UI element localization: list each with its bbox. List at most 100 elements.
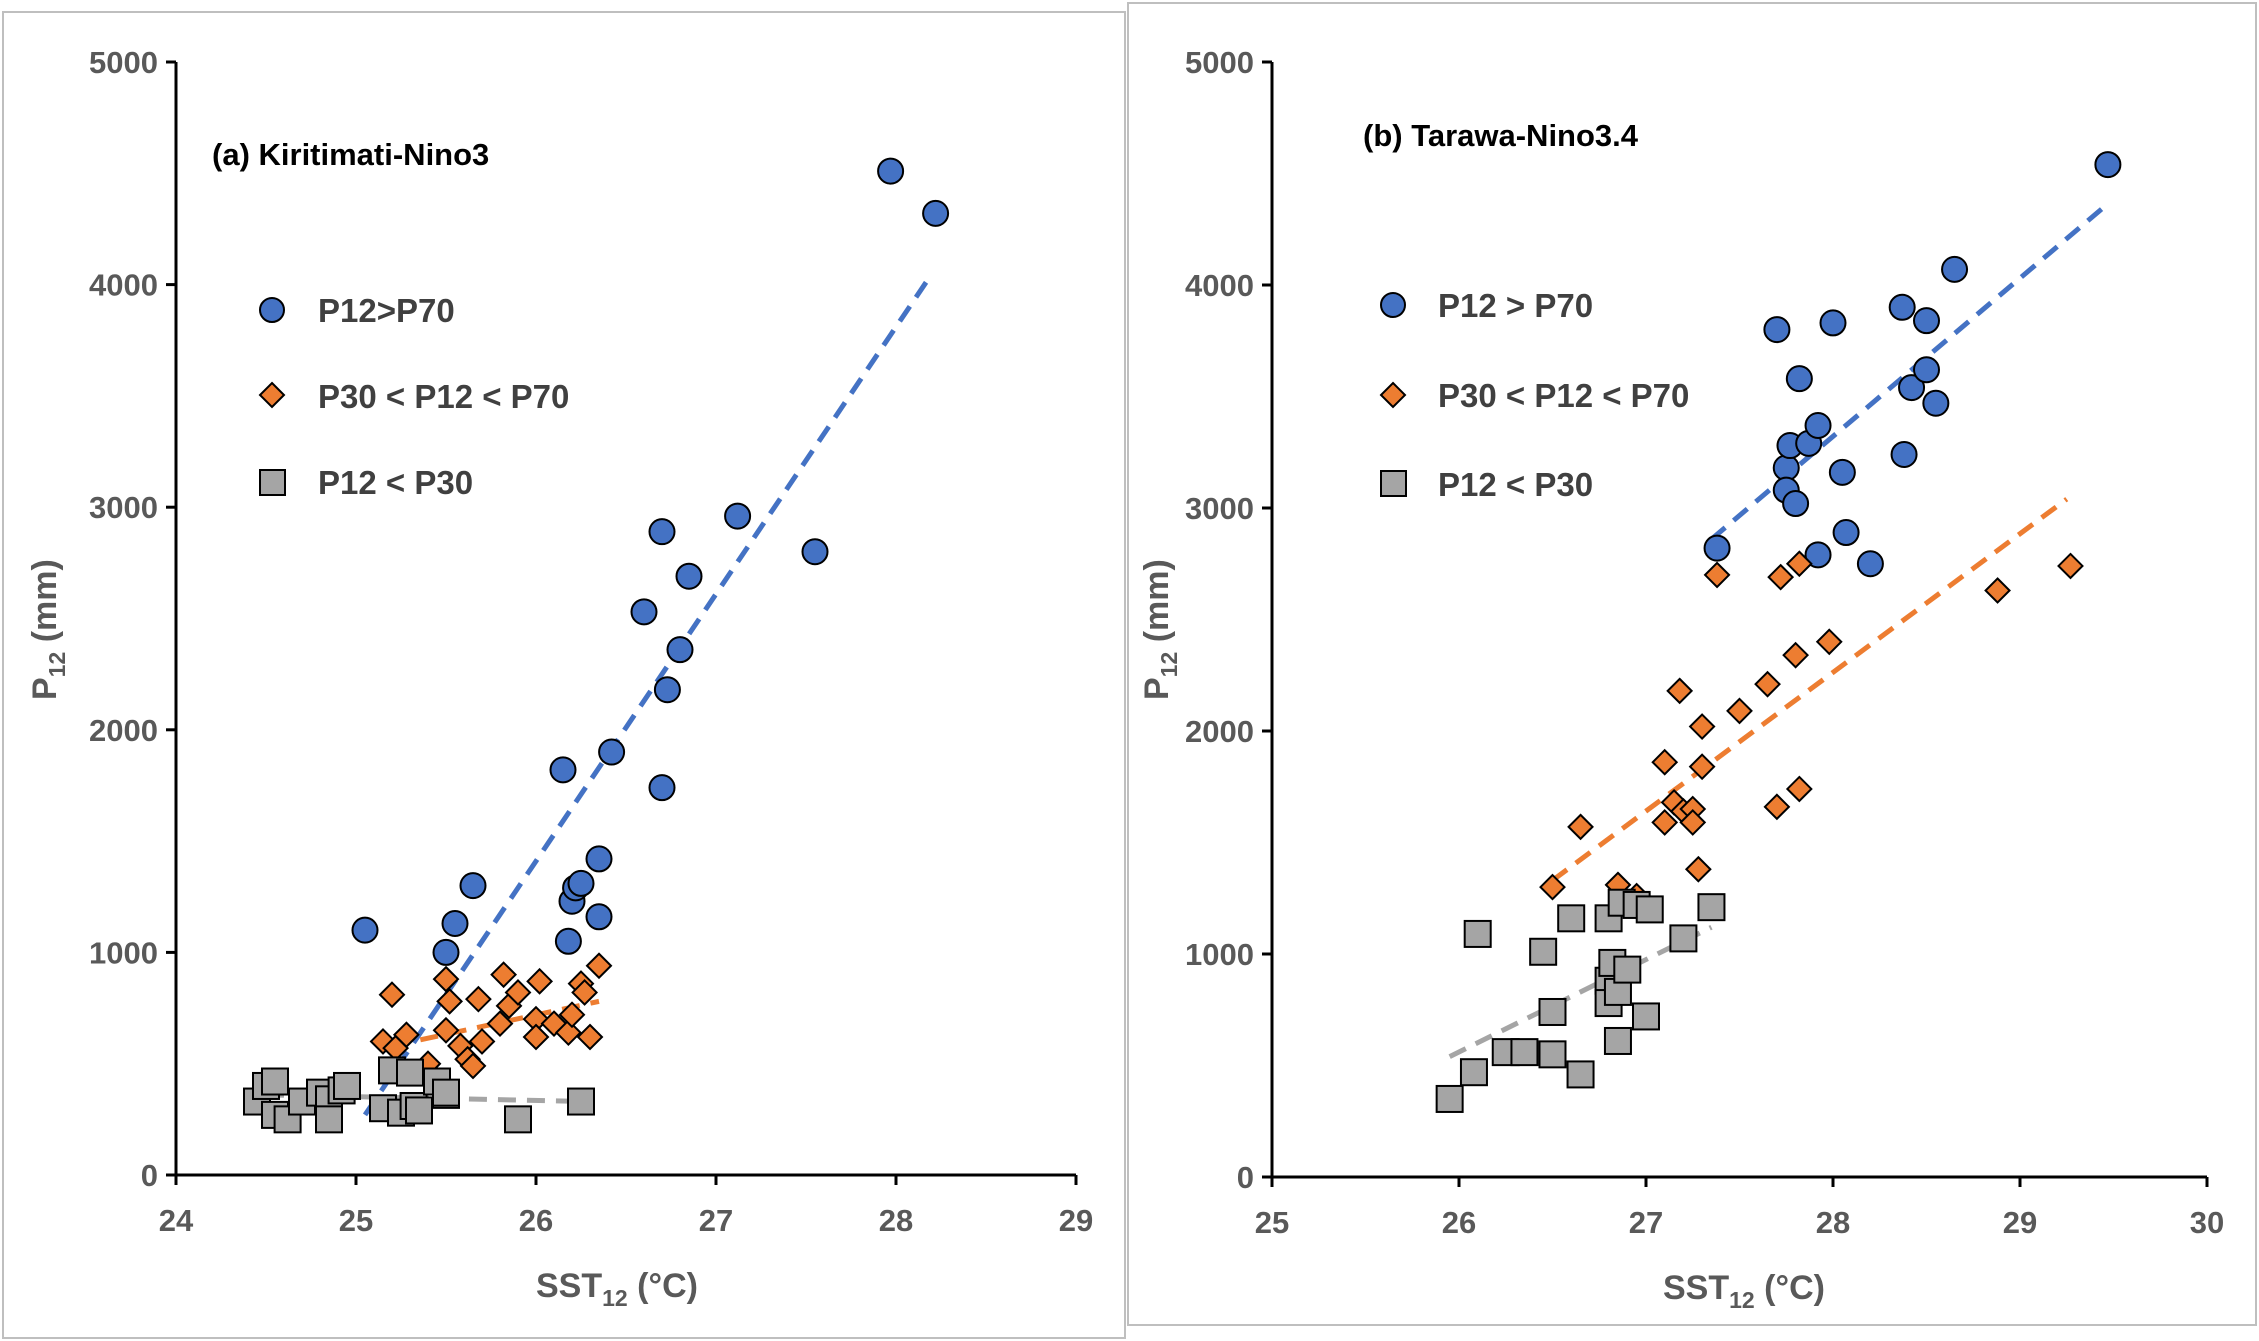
data-point-circle [648,774,676,802]
data-point-square [1463,919,1492,948]
data-point-circle [1819,309,1847,337]
panel-b-ticks: 0 1000 2000 3000 4000 5000 25 26 27 28 29 30 [1185,45,2224,1240]
trend-line [362,272,935,1117]
data-point-circle [554,927,582,955]
data-point-circle [1832,519,1860,547]
y-tick-label: 0 [141,1158,158,1193]
x-tick-label: 25 [1255,1205,1289,1240]
y-tick-label: 4000 [89,268,158,303]
data-point-diamond [558,1001,586,1029]
x-tick-label: 24 [159,1203,194,1238]
data-point-circle [1941,255,1969,283]
data-point-square [504,1105,532,1134]
panel-b-x-axis-title: SST12 (°C) [1663,1269,1825,1313]
panel-a-x-axis-title: SST12 (°C) [536,1267,698,1311]
y-tick-label: 3000 [1185,491,1254,526]
legend-b-square-marker [1380,470,1407,497]
data-point-diamond [1688,753,1716,781]
panel-b-y-axis-title: P12 (mm) [1138,559,1182,700]
y-tick-label: 5000 [1185,45,1254,80]
panel-b-frame [1127,2,2257,1326]
data-point-square [1529,937,1558,966]
y-tick-label: 1000 [89,935,158,970]
data-point-circle [922,199,950,227]
data-point-diamond [1567,813,1594,841]
data-point-diamond [1666,677,1694,705]
legend-a-diamond-marker [258,381,286,409]
data-point-square [1613,955,1642,984]
x-tick-label: 26 [519,1203,553,1238]
data-point-circle [1785,365,1813,393]
data-point-diamond [1726,697,1753,725]
data-point-circle [567,869,595,897]
data-point-diamond [522,1023,550,1051]
data-point-circle [585,903,613,931]
data-point-diamond [1763,793,1791,821]
data-point-square [1603,1026,1632,1055]
data-point-circle [441,909,469,937]
data-point-circle [1913,356,1940,384]
panel-a: (a) Kiritimati-Nino3 0 1000 2000 3000 4000 50… [2,11,1126,1339]
panel-b-points [1435,151,2122,1113]
legend-b-series-1: P12 > P70 [1438,287,1593,324]
data-point-diamond [504,979,532,1006]
x-tick-label: 30 [2190,1205,2224,1240]
legend-b-series-2: P30 < P12 < P70 [1438,377,1689,414]
data-point-square [567,1087,595,1116]
data-point-circle [1898,374,1926,402]
data-point-circle [1782,490,1810,518]
y-tick-label: 0 [1237,1160,1254,1195]
x-tick-label: 25 [339,1203,373,1238]
legend-a-square-marker [259,469,286,496]
data-point-circle [1913,307,1940,335]
data-point-circle [1890,440,1918,468]
x-tick-label: 27 [1629,1205,1663,1240]
legend-a-series-2: P30 < P12 < P70 [318,378,569,415]
data-point-circle [653,676,681,704]
data-point-diamond [585,952,613,980]
y-tick-label: 2000 [89,713,158,748]
data-point-square [1538,1040,1567,1069]
panel-a-points [243,157,950,1134]
data-point-circle [801,538,829,566]
data-point-square [396,1058,424,1087]
data-point-square [1510,1038,1539,1067]
x-tick-label: 29 [1059,1203,1093,1238]
data-point-diamond [459,1052,487,1080]
data-point-circle [1888,293,1916,321]
data-point-diamond [1754,670,1781,698]
trend-line [391,998,600,1049]
panel-a-legend: P12>P70 P30 < P12 < P70 P12 < P30 [258,292,569,501]
data-point-square [1459,1058,1488,1087]
data-point-square [315,1105,343,1134]
legend-b-series-3: P12 < P30 [1438,466,1593,503]
data-point-diamond [1785,775,1813,803]
panel-b-trend-lines [1448,205,2106,1059]
legend-a-series-3: P12 < P30 [318,464,473,501]
data-point-diamond [1767,563,1795,591]
data-point-circle [585,845,613,873]
panel-a-title: (a) Kiritimati-Nino3 [212,137,489,172]
data-point-circle [432,938,460,966]
x-tick-label: 27 [699,1203,733,1238]
legend-b-circle-marker [1380,292,1406,318]
data-point-diamond [554,1019,582,1046]
data-point-circle [549,756,577,784]
data-point-square [405,1096,433,1125]
data-point-circle [1772,454,1800,482]
data-point-circle [1922,389,1950,417]
data-point-circle [724,502,752,530]
legend-a-series-1: P12>P70 [318,292,455,329]
panel-b-title: (b) Tarawa-Nino3.4 [1363,118,1639,153]
data-point-diamond [1984,577,2011,604]
data-point-diamond [1539,873,1566,901]
data-point-diamond [1684,855,1712,883]
data-point-diamond [436,987,464,1015]
panel-b: (b) Tarawa-Nino3.4 0 1000 2000 3000 4000 5000… [1127,2,2257,1326]
data-point-circle [2094,151,2122,179]
data-point-circle [351,916,379,944]
data-point-square [1669,924,1698,953]
data-point-square [1632,1002,1660,1031]
data-point-square [1435,1084,1464,1113]
